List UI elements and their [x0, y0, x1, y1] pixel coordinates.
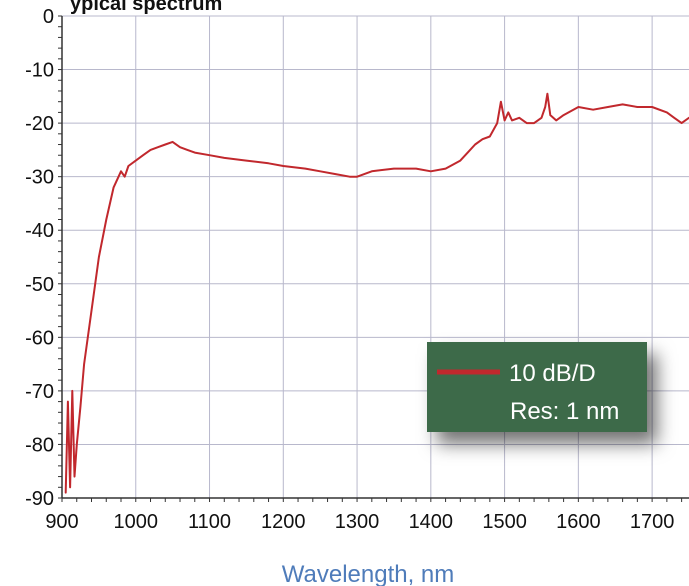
x-axis-title: Wavelength, nm — [282, 561, 455, 586]
series-group — [64, 92, 689, 494]
series-line-0 — [64, 92, 689, 494]
x-tick-label-1600: 1600 — [556, 511, 601, 533]
x-tick-label-1000: 1000 — [114, 511, 159, 533]
x-tick-labels: 900 1000 1100 1200 1300 1400 1500 1600 1700 — [45, 511, 674, 533]
x-tick-label-1100: 1100 — [188, 511, 231, 533]
y-tick-labels: 0 -10 -20 -30 -40 -50 -60 -70 -80 -90 — [25, 6, 54, 510]
y-tick-label--10: -10 — [25, 60, 54, 82]
x-tick-label-1700: 1700 — [630, 511, 675, 533]
grid — [61, 15, 689, 498]
y-tick-label--60: -60 — [25, 327, 54, 349]
x-tick-label-900: 900 — [45, 511, 78, 533]
x-tick-label-1300: 1300 — [335, 511, 380, 533]
y-tick-label--20: -20 — [25, 113, 54, 135]
y-tick-label--30: -30 — [25, 167, 54, 189]
chart-title-fragment: ypical spectrum — [70, 0, 222, 15]
x-tick-label-1500: 1500 — [482, 511, 527, 533]
x-tick-label-1200: 1200 — [261, 511, 306, 533]
y-tick-label--90: -90 — [25, 488, 54, 510]
x-tick-label-1400: 1400 — [409, 511, 454, 533]
y-tick-label--80: -80 — [25, 434, 54, 456]
axes — [61, 16, 689, 499]
y-tick-label--50: -50 — [25, 274, 54, 296]
legend-background — [427, 342, 647, 432]
legend-entry-scale: 10 dB/D — [509, 360, 596, 387]
legend-entry-resolution: Res: 1 nm — [510, 398, 619, 425]
y-tick-label--40: -40 — [25, 220, 54, 242]
legend-box: 10 dB/D Res: 1 nm — [427, 342, 647, 432]
y-tick-label-0: 0 — [43, 6, 54, 28]
y-tick-label--70: -70 — [25, 381, 54, 403]
